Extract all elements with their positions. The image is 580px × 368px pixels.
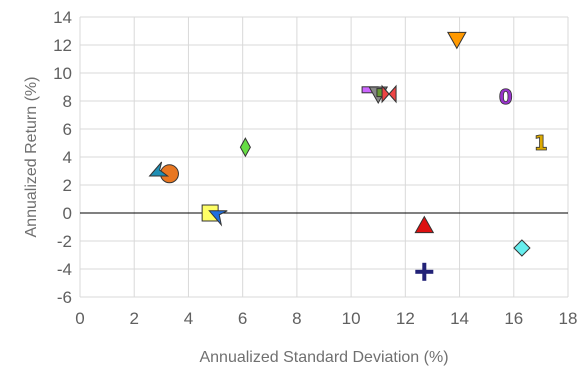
x-tick-label: 10	[342, 309, 361, 328]
y-tick-label: 2	[63, 176, 72, 195]
data-point	[381, 84, 397, 104]
y-tick-label: 4	[63, 148, 72, 167]
data-point	[446, 31, 467, 50]
y-axis-title: Annualized Return (%)	[23, 77, 40, 238]
y-tick-label: -6	[57, 288, 72, 307]
y-tick-label: 0	[63, 204, 72, 223]
svg-text:1: 1	[534, 131, 548, 155]
y-tick-label: 14	[53, 8, 72, 27]
x-axis-title: Annualized Standard Deviation (%)	[199, 349, 448, 366]
data-point	[239, 137, 251, 158]
data-point	[208, 210, 228, 227]
x-tick-label: 0	[75, 309, 84, 328]
y-tick-label: 6	[63, 120, 72, 139]
x-tick-label: 4	[184, 309, 193, 328]
data-point	[148, 161, 170, 177]
svg-text:0: 0	[499, 85, 513, 109]
y-tick-label: -2	[57, 232, 72, 251]
x-tick-label: 18	[559, 309, 578, 328]
data-point	[415, 262, 434, 281]
x-tick-label: 2	[129, 309, 138, 328]
x-tick-label: 14	[450, 309, 469, 328]
y-tick-label: 12	[53, 36, 72, 55]
x-tick-label: 12	[396, 309, 415, 328]
y-tick-label: 10	[53, 64, 72, 83]
data-point	[513, 239, 531, 257]
x-tick-label: 16	[504, 309, 523, 328]
y-tick-label: -4	[57, 260, 72, 279]
x-tick-label: 6	[238, 309, 247, 328]
x-tick-label: 8	[292, 309, 301, 328]
y-tick-label: 8	[63, 92, 72, 111]
data-points: 01	[148, 31, 549, 281]
grid	[79, 16, 569, 298]
data-point: 0	[498, 84, 513, 109]
data-point	[414, 215, 435, 234]
data-point: 1	[534, 131, 549, 156]
